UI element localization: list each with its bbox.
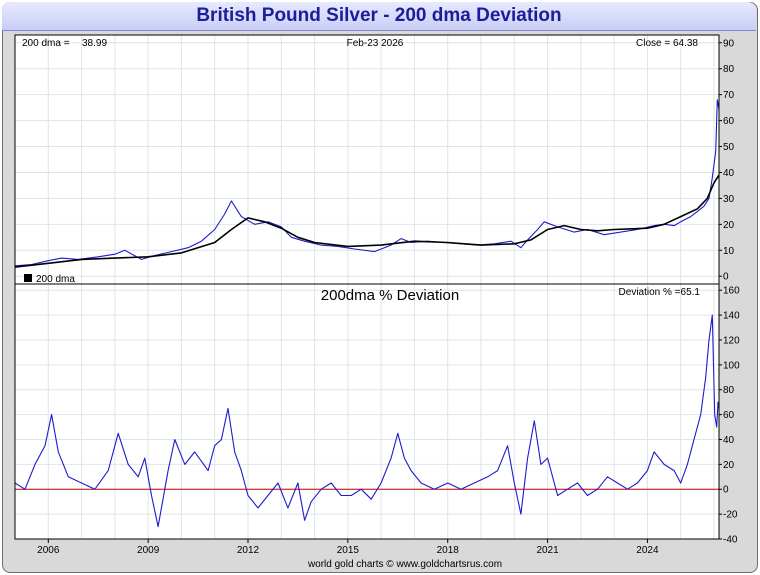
- legend-label: 200 dma: [36, 274, 75, 285]
- upper-y-tick-label: 70: [723, 90, 735, 101]
- lower-y-tick-label: 80: [723, 385, 735, 396]
- upper-y-tick-label: 90: [723, 38, 735, 49]
- upper-y-axis: 0 10 20 30 40 50 60 70 80 90: [719, 38, 735, 283]
- lower-y-tick-label: 20: [723, 460, 735, 471]
- upper-series-group: [14, 99, 720, 268]
- lower-y-tick-label: 0: [723, 485, 729, 496]
- x-tick-label: 2021: [536, 545, 559, 556]
- x-tick-label: 2012: [237, 545, 260, 556]
- x-axis: 2006 2009 2012 2015 2018 2021 2024: [37, 539, 659, 556]
- chart-title: British Pound Silver - 200 dma Deviation: [2, 2, 756, 31]
- lower-panel-title: 200dma % Deviation: [321, 287, 459, 304]
- upper-y-tick-label: 30: [723, 194, 735, 205]
- upper-series-1: [14, 174, 720, 268]
- dma-label: 200 dma =: [22, 38, 70, 49]
- lower-series-0: [14, 314, 720, 528]
- lower-y-tick-label: 40: [723, 435, 735, 446]
- upper-series-0: [14, 99, 720, 267]
- upper-y-tick-label: 0: [723, 272, 729, 283]
- upper-y-tick-label: 80: [723, 64, 735, 75]
- upper-y-tick-label: 60: [723, 116, 735, 127]
- upper-y-tick-label: 40: [723, 168, 735, 179]
- legend-swatch: [24, 274, 32, 282]
- dma-value: 38.99: [82, 38, 107, 49]
- lower-y-tick-label: 100: [723, 360, 740, 371]
- chart-date: Feb-23 2026: [347, 38, 404, 49]
- x-tick-label: 2009: [137, 545, 160, 556]
- lower-gridlines: [14, 284, 719, 540]
- x-tick-label: 2024: [636, 545, 659, 556]
- lower-plot-area: [15, 284, 719, 539]
- lower-y-tick-label: -20: [723, 510, 738, 521]
- upper-y-tick-label: 10: [723, 246, 735, 257]
- x-tick-label: 2018: [437, 545, 460, 556]
- lower-y-tick-label: 160: [723, 286, 740, 297]
- upper-plot-area: [15, 35, 719, 284]
- close-value: Close = 64.38: [636, 38, 698, 49]
- lower-y-tick-label: -40: [723, 535, 738, 546]
- footer-credit: world gold charts © www.goldchartsrus.co…: [307, 559, 502, 570]
- upper-gridlines: [14, 35, 719, 284]
- lower-y-tick-label: 60: [723, 410, 735, 421]
- upper-y-tick-label: 50: [723, 142, 735, 153]
- x-tick-label: 2006: [37, 545, 60, 556]
- lower-y-tick-label: 120: [723, 335, 740, 346]
- lower-plot-border: [14, 283, 720, 540]
- lower-y-axis: -40 -20 0 20 40 60 80 100 120 140 160: [719, 286, 740, 546]
- upper-y-tick-label: 20: [723, 220, 735, 231]
- lower-y-tick-label: 140: [723, 311, 740, 322]
- deviation-value: Deviation % =65.1: [619, 287, 701, 298]
- lower-series-group: [14, 314, 720, 528]
- x-tick-label: 2015: [337, 545, 360, 556]
